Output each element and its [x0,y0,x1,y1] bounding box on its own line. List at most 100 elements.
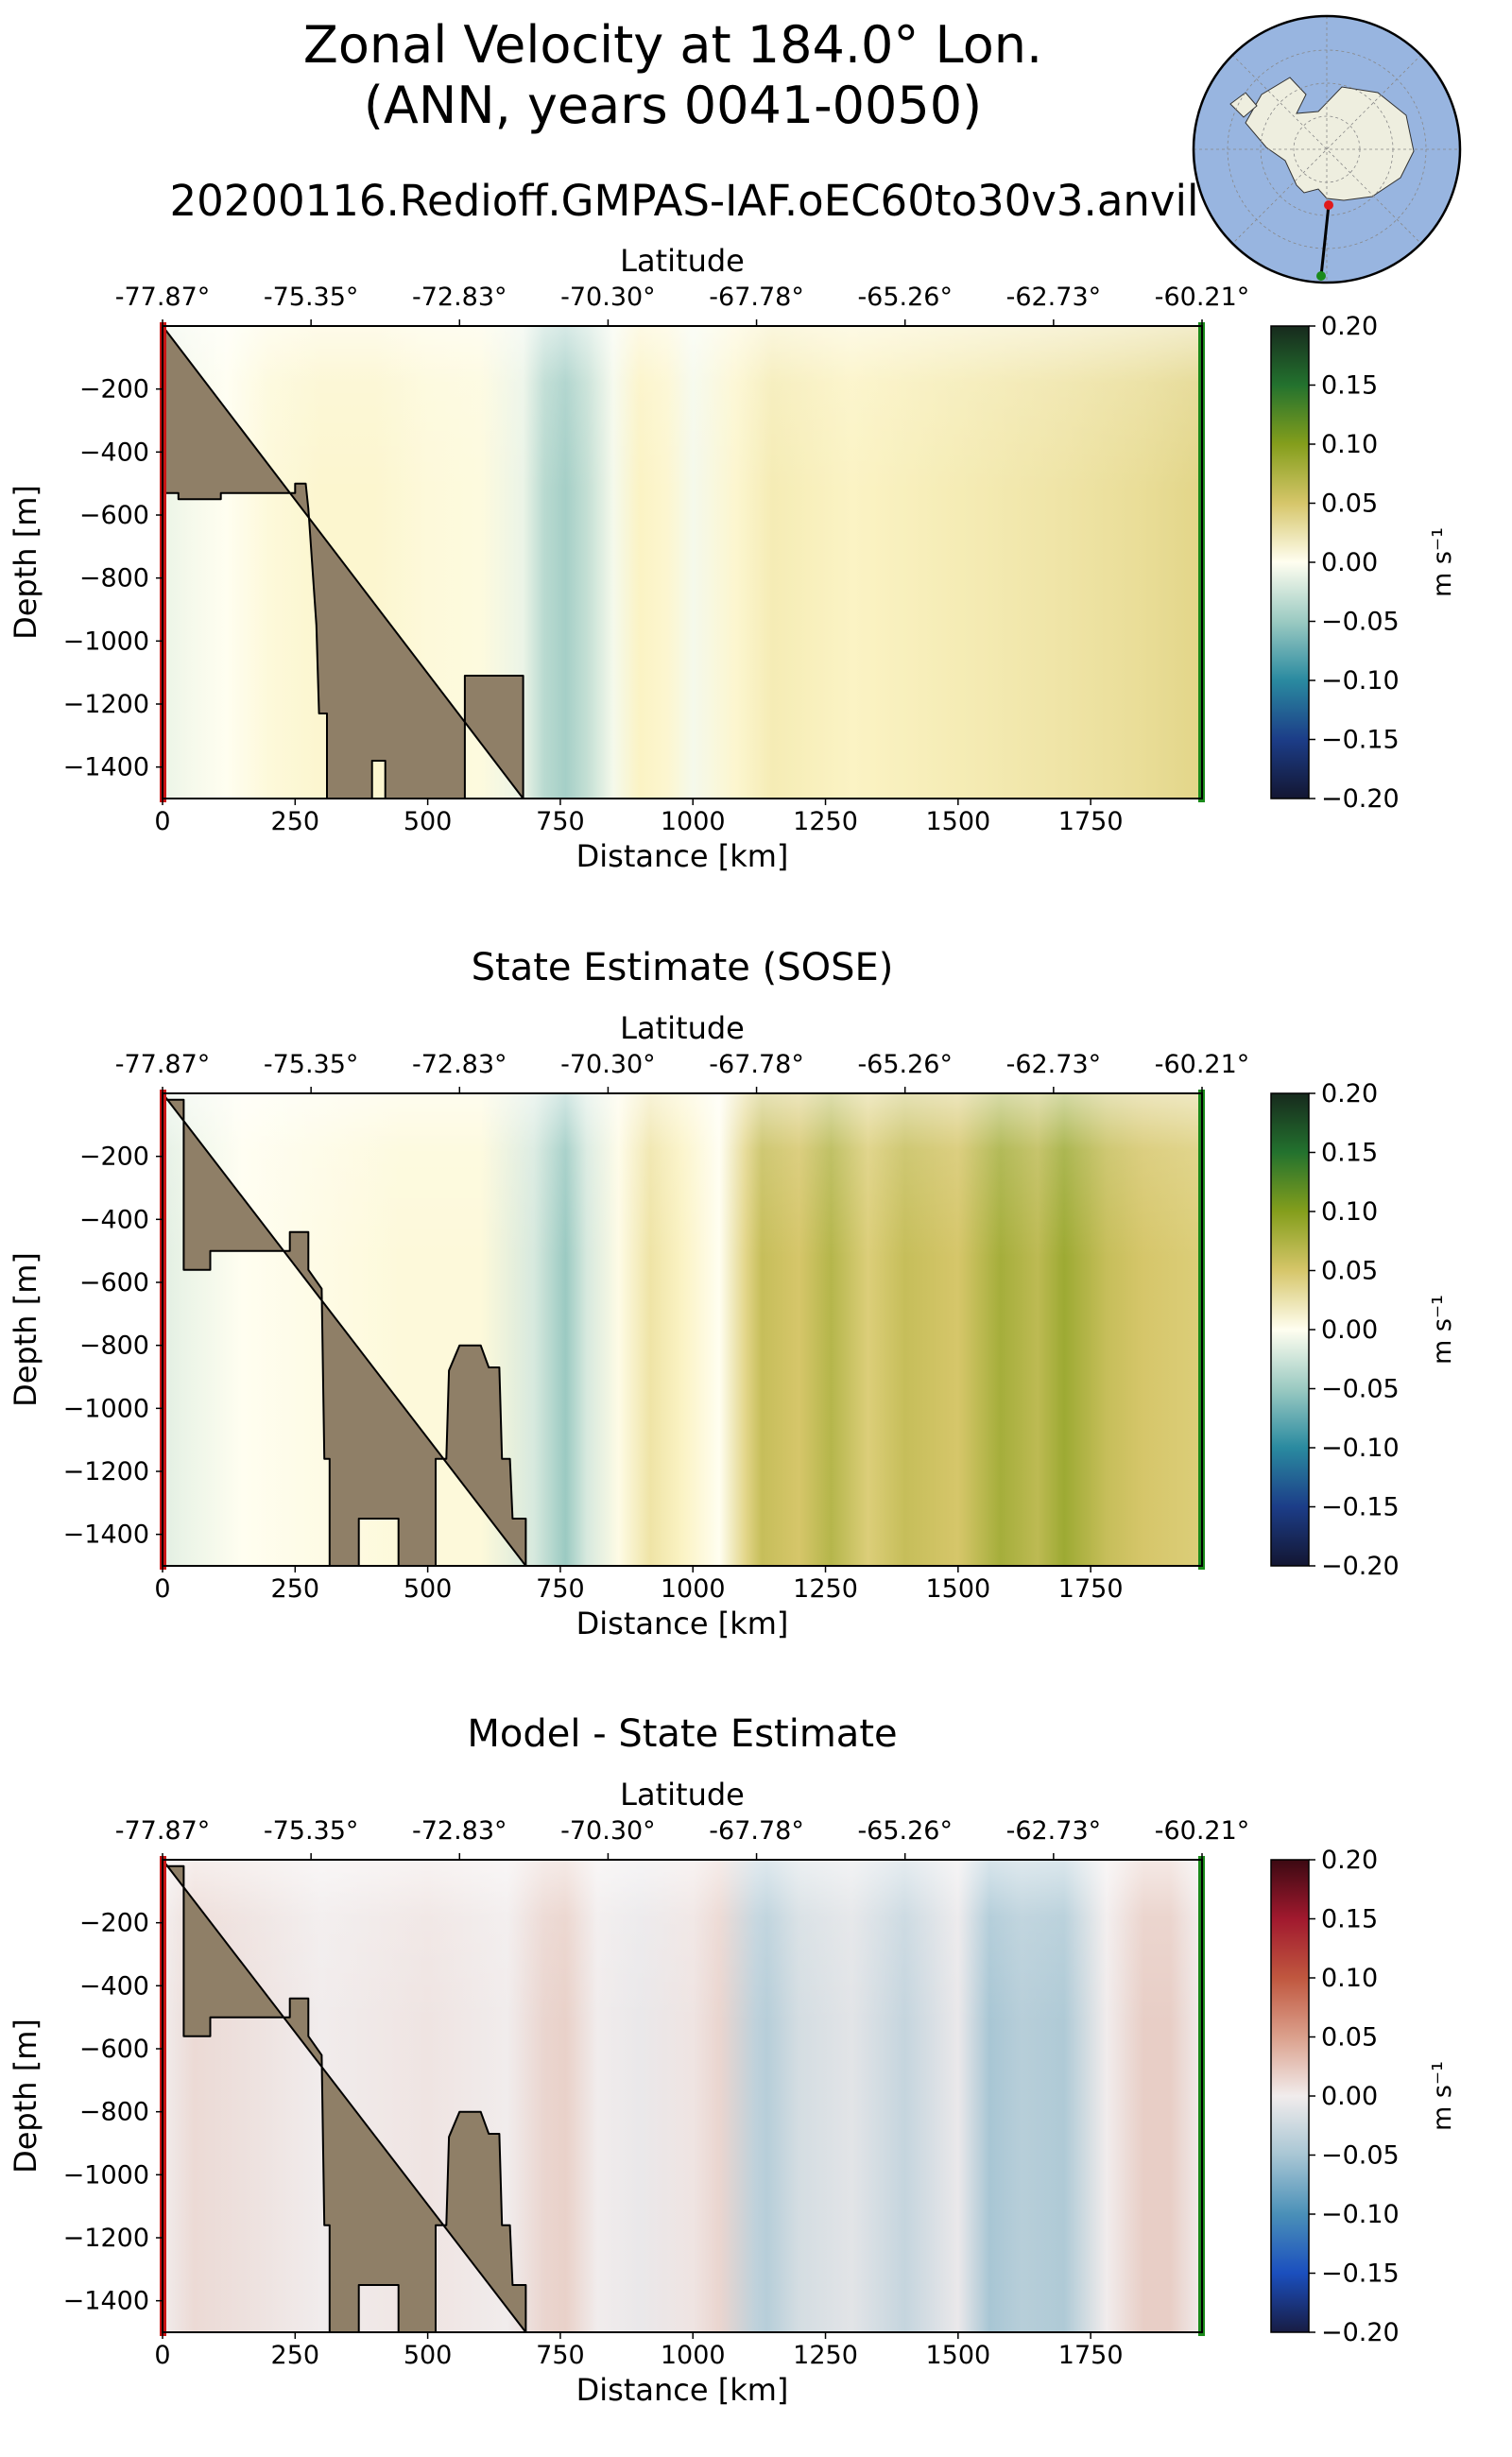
colorbar-tick-label: 0.15 [1321,1139,1378,1168]
colorbar-label: m s⁻¹ [1428,1295,1457,1365]
colorbar-tick-label: 0.10 [1321,1197,1378,1227]
bathymetry [162,325,524,799]
colorbar-tick-label: −0.10 [1321,2200,1400,2229]
latitude-tick-label: -70.30° [560,1050,656,1079]
y-tick-label: −200 [79,375,149,404]
colorbar-tick-label: 0.00 [1321,1315,1378,1345]
colorbar-tick-label: 0.05 [1321,2023,1378,2053]
y-axis-label: Depth [m] [8,1252,43,1407]
y-axis-label: Depth [m] [8,485,43,640]
colorbar-tick-label: −0.15 [1321,1493,1400,1522]
latitude-tick-label: -60.21° [1155,1050,1250,1079]
x-axis-label: Distance [km] [576,2372,789,2408]
colorbar [1270,1092,1310,1567]
colorbar-tick-label: 0.00 [1321,548,1378,577]
colorbar [1270,1859,1310,2333]
inset-map [1192,14,1462,284]
colorbar-tick-label: −0.05 [1321,608,1400,637]
latitude-tick-label: -75.35° [264,283,359,312]
x-tick-label: 250 [271,807,320,836]
y-tick-label: −200 [79,1909,149,1938]
colorbar-tick-label: −0.20 [1321,1552,1400,1581]
x-tick-label: 500 [404,1574,453,1604]
colorbar-tick-label: 0.10 [1321,1964,1378,1993]
x-tick-label: 1000 [661,2341,726,2370]
x-tick-label: 750 [536,1574,585,1604]
latitude-tick-label: -62.73° [1006,1050,1102,1079]
y-tick-label: −400 [79,1205,149,1234]
latitude-tick-label: -60.21° [1155,283,1250,312]
surface-shading [163,1860,1202,2332]
colorbar [1270,325,1310,799]
colorbar-tick-label: −0.15 [1321,726,1400,755]
colorbar-tick-label: 0.10 [1321,430,1378,459]
bathymetry [162,1859,527,2333]
colorbar-tick-label: −0.05 [1321,2141,1400,2171]
panel-2: Model - State Estimate 0 250 500 750 1000 1250… [8,1712,1457,2408]
x-tick-label: 1250 [793,2341,858,2370]
x-tick-label: 750 [536,2341,585,2370]
ice-shelf [1229,92,1258,118]
x-tick-label: 0 [154,807,170,836]
x-tick-label: 1500 [925,1574,990,1604]
latitude-tick-label: -72.83° [412,1816,507,1846]
x-tick-label: 1000 [661,807,726,836]
colorbar-tick-label: −0.20 [1321,2318,1400,2347]
y-tick-label: −200 [79,1143,149,1172]
colorbar-tick-label: −0.15 [1321,2259,1400,2289]
y-tick-label: −600 [79,1268,149,1297]
y-axis-label: Depth [m] [8,2019,43,2174]
colorbar-tick-label: −0.05 [1321,1375,1400,1404]
latitude-tick-label: -70.30° [560,283,656,312]
colorbar-tick-label: 0.05 [1321,1257,1378,1286]
y-tick-label: −400 [79,1971,149,2001]
latitude-tick-label: -62.73° [1006,1816,1102,1846]
plot-frame [162,1859,1203,2333]
colorbar-tick-label: 0.00 [1321,2082,1378,2111]
x-tick-label: 1750 [1058,807,1124,836]
latitude-tick-label: -77.87° [115,283,211,312]
x-tick-label: 1750 [1058,2341,1124,2370]
y-tick-label: −1000 [63,1394,149,1423]
transect-start-marker [1324,200,1333,210]
latitude-tick-label: -67.78° [709,283,804,312]
top-axis-label: Latitude [620,1010,745,1046]
top-axis-label: Latitude [620,1777,745,1813]
latitude-tick-label: -65.26° [857,1050,953,1079]
y-tick-label: −400 [79,438,149,467]
latitude-tick-label: -62.73° [1006,283,1102,312]
surface-shading [163,1093,1202,1566]
panel-title: State Estimate (SOSE) [472,946,894,989]
plot-frame [162,1092,1203,1567]
x-tick-label: 1250 [793,1574,858,1604]
latitude-tick-label: -67.78° [709,1816,804,1846]
colorbar-tick-label: −0.10 [1321,1434,1400,1463]
latitude-tick-label: -70.30° [560,1816,656,1846]
y-tick-label: −1200 [63,2224,149,2253]
y-tick-label: −1000 [63,627,149,656]
y-tick-label: −600 [79,501,149,530]
colorbar-tick-label: 0.20 [1321,312,1378,341]
colorbar-tick-label: 0.05 [1321,490,1378,519]
colorbar-tick-label: 0.15 [1321,371,1378,401]
x-tick-label: 1250 [793,807,858,836]
figure-title-line2: (ANN, years 0041-0050) [364,76,982,135]
latitude-tick-label: -75.35° [264,1816,359,1846]
latitude-tick-label: -60.21° [1155,1816,1250,1846]
x-tick-label: 250 [271,1574,320,1604]
x-tick-label: 1750 [1058,1574,1124,1604]
colorbar-label: m s⁻¹ [1428,527,1457,597]
latitude-tick-label: -77.87° [115,1816,211,1846]
latitude-tick-label: -72.83° [412,283,507,312]
y-tick-label: −1400 [63,2287,149,2316]
y-tick-label: −1400 [63,1521,149,1550]
latitude-tick-label: -67.78° [709,1050,804,1079]
x-tick-label: 500 [404,807,453,836]
top-axis-label: Latitude [620,243,745,279]
x-tick-label: 1500 [925,807,990,836]
panel-0: 0 250 500 750 1000 1250 1500 1750 Distance [km] -… [8,243,1457,874]
y-tick-label: −800 [79,1332,149,1361]
transect-end-marker [1316,271,1326,281]
x-axis-label: Distance [km] [576,838,789,874]
